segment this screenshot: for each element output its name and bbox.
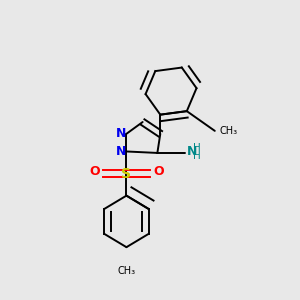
Text: CH₃: CH₃ [219, 126, 237, 136]
Text: N: N [187, 145, 197, 158]
Text: N: N [116, 127, 126, 140]
Text: O: O [153, 165, 164, 178]
Text: H: H [193, 151, 200, 161]
Text: N: N [116, 145, 126, 158]
Text: CH₃: CH₃ [117, 266, 136, 276]
Text: H: H [193, 142, 200, 153]
Text: O: O [89, 165, 100, 178]
Text: S: S [122, 167, 131, 181]
